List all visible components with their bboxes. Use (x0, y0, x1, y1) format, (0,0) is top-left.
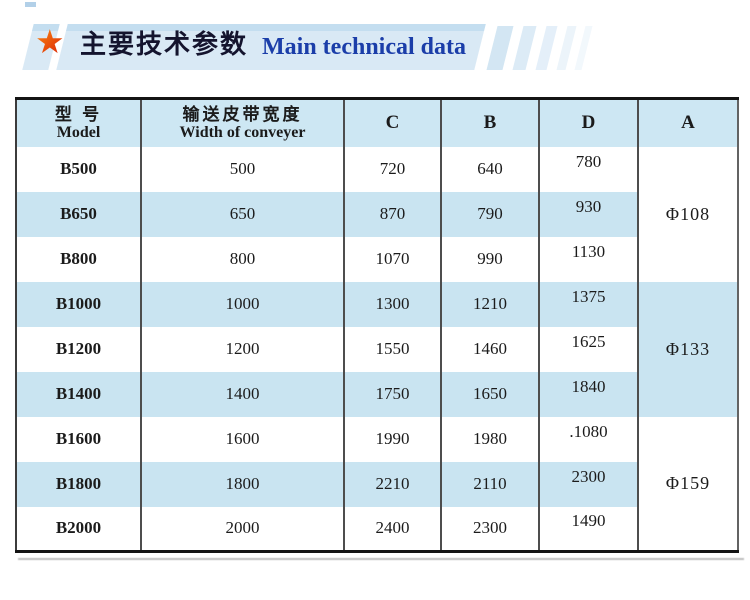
cell-d: 1130 (538, 236, 638, 282)
cell-d: .1080 (538, 416, 638, 462)
table-row: B500 500 720 640 780 Φ108 (16, 146, 738, 282)
cell-width: 1400 (140, 371, 344, 417)
cell-width: 800 (140, 236, 344, 282)
cell-model: B2000 (16, 506, 141, 552)
cell-d: 1490 (538, 506, 638, 552)
header-col-a: A (637, 98, 738, 147)
header-col-b: B (440, 98, 539, 147)
cell-d: 1625 (538, 326, 638, 372)
page-title-english: Main technical data (262, 34, 466, 60)
page-title-chinese: 主要技术参数 (80, 30, 249, 60)
cell-c: 2400 (343, 506, 441, 552)
cell-width: 1200 (140, 326, 344, 372)
title-banner-stripe (535, 26, 558, 70)
cell-model: B800 (16, 236, 141, 282)
cell-c: 720 (343, 146, 441, 192)
table-row: B800 800 1070 990 1130 (16, 236, 738, 282)
header-row: 型 号 Model 输送皮带宽度 Width of conveyer C B D… (16, 98, 738, 147)
cell-width: 500 (140, 146, 344, 192)
cell-d: 1375 (538, 281, 638, 327)
cell-width: 1800 (140, 461, 344, 507)
cell-c: 1300 (343, 281, 441, 327)
cell-model: B1400 (16, 371, 141, 417)
cell-width: 1600 (140, 416, 344, 462)
cell-a-group: Φ159 (637, 416, 738, 552)
cell-width: 2000 (140, 506, 344, 552)
title-banner-stripe (574, 26, 593, 70)
cell-model: B500 (16, 146, 141, 192)
header-col-c: C (343, 98, 441, 147)
cell-b: 990 (440, 236, 539, 282)
cell-d: 780 (538, 146, 638, 192)
cell-c: 870 (343, 191, 441, 237)
cell-b: 790 (440, 191, 539, 237)
main-technical-data-table: 型 号 Model 输送皮带宽度 Width of conveyer C B D… (15, 97, 739, 553)
cell-b: 2300 (440, 506, 539, 552)
table-row: B1200 1200 1550 1460 1625 (16, 326, 738, 372)
cell-a-group: Φ108 (637, 146, 738, 282)
table-row: B2000 2000 2400 2300 1490 (16, 506, 738, 552)
cell-d: 930 (538, 191, 638, 237)
table-row: B1600 1600 1990 1980 .1080 Φ159 (16, 416, 738, 552)
header-col-d: D (538, 98, 638, 147)
cell-d: 2300 (538, 461, 638, 507)
table-row: B1800 1800 2210 2110 2300 (16, 461, 738, 507)
header-belt-width-zh: 输送皮带宽度 (182, 104, 303, 124)
cell-c: 1990 (343, 416, 441, 462)
cell-model: B650 (16, 191, 141, 237)
title-banner-stripe (556, 26, 577, 70)
cell-c: 1070 (343, 236, 441, 282)
header-belt-width: 输送皮带宽度 Width of conveyer (140, 98, 344, 147)
title-banner-stripe (486, 26, 514, 70)
header-belt-width-en: Width of conveyer (179, 124, 306, 142)
cell-b: 2110 (440, 461, 539, 507)
header-model-zh: 型 号 (54, 104, 103, 124)
header-model: 型 号 Model (16, 98, 141, 147)
cell-model: B1600 (16, 416, 141, 462)
cell-b: 1210 (440, 281, 539, 327)
table-row: B1400 1400 1750 1650 1840 (16, 371, 738, 417)
cell-b: 1650 (440, 371, 539, 417)
cell-b: 640 (440, 146, 539, 192)
table-row: B1000 1000 1300 1210 1375 Φ133 (16, 281, 738, 417)
cell-b: 1980 (440, 416, 539, 462)
star-icon: ★ (35, 25, 65, 61)
cell-c: 1750 (343, 371, 441, 417)
cell-b: 1460 (440, 326, 539, 372)
cell-width: 1000 (140, 281, 344, 327)
table-drop-shadow (18, 558, 744, 560)
corner-mark (25, 2, 36, 7)
table-container: 型 号 Model 输送皮带宽度 Width of conveyer C B D… (15, 97, 739, 553)
cell-d: 1840 (538, 371, 638, 417)
table-row: B650 650 870 790 930 (16, 191, 738, 237)
title-banner-stripe (512, 26, 537, 70)
cell-c: 2210 (343, 461, 441, 507)
cell-model: B1200 (16, 326, 141, 372)
cell-model: B1800 (16, 461, 141, 507)
cell-a-group: Φ133 (637, 281, 738, 417)
header-model-en: Model (56, 124, 101, 142)
cell-width: 650 (140, 191, 344, 237)
cell-model: B1000 (16, 281, 141, 327)
cell-c: 1550 (343, 326, 441, 372)
